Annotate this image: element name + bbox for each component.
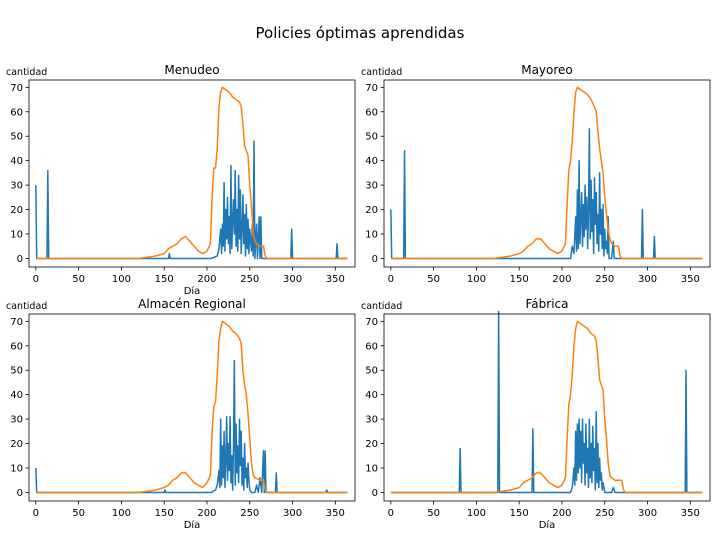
y-tick-label: 0	[372, 488, 378, 499]
x-tick-label: 0	[388, 508, 394, 519]
x-tick-label: 350	[681, 274, 700, 285]
y-axis-label: cantidad	[361, 301, 402, 312]
y-tick-label: 60	[365, 107, 378, 118]
x-tick-label: 100	[112, 508, 131, 519]
series-line-2	[35, 86, 348, 260]
y-tick-label: 60	[10, 341, 23, 352]
subplot-title: Fábrica	[526, 297, 569, 311]
y-tick-label: 40	[10, 390, 23, 401]
y-tick-label: 40	[365, 390, 378, 401]
x-tick-label: 150	[155, 274, 174, 285]
y-tick-label: 30	[10, 181, 23, 192]
x-tick-label: 300	[283, 508, 302, 519]
subplot-1: 0 50 100 150 200 250 300 350 0 10 20 30 40 50 60 70 Menu…	[6, 63, 356, 297]
y-tick-label: 30	[365, 181, 378, 192]
x-tick-label: 200	[552, 274, 571, 285]
y-tick-label: 50	[365, 132, 378, 143]
x-tick-label: 50	[72, 508, 85, 519]
x-tick-label: 100	[467, 508, 486, 519]
x-tick-label: 250	[595, 508, 614, 519]
series-line-1	[390, 128, 703, 260]
series-line-2	[390, 320, 703, 494]
x-tick-label: 300	[638, 508, 657, 519]
y-tick-label: 20	[365, 439, 378, 450]
x-tick-label: 100	[112, 274, 131, 285]
y-tick-label: 70	[10, 83, 23, 94]
x-tick-label: 100	[467, 274, 486, 285]
series-line-1	[35, 359, 348, 494]
series-line-2	[35, 320, 348, 494]
series-line-2	[390, 86, 703, 260]
x-tick-label: 50	[72, 274, 85, 285]
y-tick-label: 70	[10, 317, 23, 328]
y-tick-label: 60	[365, 341, 378, 352]
y-axis-label: cantidad	[361, 67, 402, 78]
y-tick-label: 40	[365, 156, 378, 167]
x-tick-label: 150	[510, 274, 529, 285]
y-tick-label: 20	[10, 205, 23, 216]
x-tick-label: 200	[197, 274, 216, 285]
y-tick-label: 10	[365, 230, 378, 241]
y-axis-label: cantidad	[6, 301, 47, 312]
x-tick-label: 200	[197, 508, 216, 519]
x-tick-label: 50	[427, 508, 440, 519]
x-axis-label: Día	[539, 519, 556, 531]
x-tick-label: 50	[427, 274, 440, 285]
y-tick-label: 20	[365, 205, 378, 216]
x-tick-label: 350	[681, 508, 700, 519]
y-tick-label: 50	[10, 132, 23, 143]
y-tick-label: 70	[365, 317, 378, 328]
x-tick-label: 300	[283, 274, 302, 285]
x-tick-label: 250	[240, 508, 259, 519]
figure-title: Policies óptimas aprendidas	[255, 24, 465, 42]
y-axis-label: cantidad	[6, 67, 47, 78]
x-tick-label: 250	[595, 274, 614, 285]
y-tick-label: 10	[10, 464, 23, 475]
y-tick-label: 20	[10, 439, 23, 450]
axes-frame	[28, 313, 356, 502]
x-axis-label: Día	[184, 519, 201, 531]
y-tick-label: 10	[365, 464, 378, 475]
y-tick-label: 10	[10, 230, 23, 241]
y-tick-label: 30	[365, 415, 378, 426]
subplot-title: Mayoreo	[521, 63, 573, 77]
y-tick-label: 50	[10, 366, 23, 377]
subplot-4: 0 50 100 150 200 250 300 350 0 10 20 30 40 50 60 70 Fábr…	[361, 297, 711, 531]
x-tick-label: 0	[33, 508, 39, 519]
y-tick-label: 30	[10, 415, 23, 426]
y-tick-label: 0	[372, 254, 378, 265]
axes-frame	[28, 79, 356, 268]
subplot-2: 0 50 100 150 200 250 300 350 0 10 20 30 40 50 60 70 Mayo…	[361, 63, 711, 285]
subplot-3: 0 50 100 150 200 250 300 350 0 10 20 30 40 50 60 70 Alma…	[6, 297, 356, 531]
y-tick-label: 0	[17, 488, 23, 499]
y-tick-label: 50	[365, 366, 378, 377]
y-tick-label: 0	[17, 254, 23, 265]
x-tick-label: 0	[388, 274, 394, 285]
x-axis-label: Día	[184, 285, 201, 297]
axes-frame	[383, 313, 711, 502]
x-tick-label: 200	[552, 508, 571, 519]
series-line-1	[35, 140, 348, 260]
y-tick-label: 40	[10, 156, 23, 167]
axes-frame	[383, 79, 711, 268]
x-tick-label: 350	[326, 274, 345, 285]
x-tick-label: 250	[240, 274, 259, 285]
x-tick-label: 150	[155, 508, 174, 519]
y-tick-label: 60	[10, 107, 23, 118]
x-tick-label: 350	[326, 508, 345, 519]
x-tick-label: 300	[638, 274, 657, 285]
series-line-1	[390, 310, 703, 494]
x-tick-label: 0	[33, 274, 39, 285]
x-tick-label: 150	[510, 508, 529, 519]
subplot-title: Menudeo	[164, 63, 219, 77]
y-tick-label: 70	[365, 83, 378, 94]
subplot-title: Almacén Regional	[138, 297, 246, 311]
